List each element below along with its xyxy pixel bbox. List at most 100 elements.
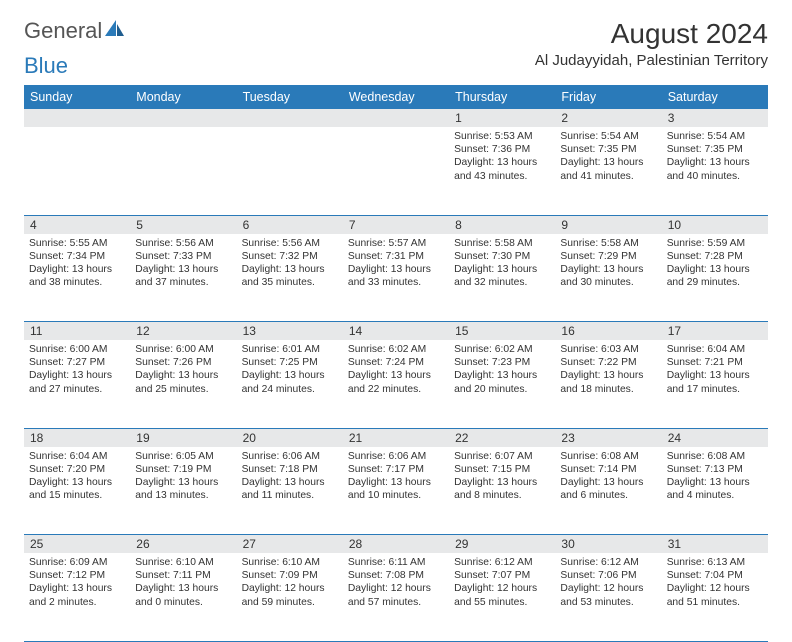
daylight-text: Daylight: 13 hours and 20 minutes. — [454, 369, 550, 395]
sunset-text: Sunset: 7:22 PM — [560, 356, 656, 369]
sunset-text: Sunset: 7:09 PM — [242, 569, 338, 582]
sunrise-text: Sunrise: 5:58 AM — [454, 237, 550, 250]
day-body-cell: Sunrise: 6:06 AMSunset: 7:18 PMDaylight:… — [237, 447, 343, 535]
day-number-cell: 28 — [343, 535, 449, 554]
sunrise-text: Sunrise: 5:58 AM — [560, 237, 656, 250]
day-body-cell: Sunrise: 6:02 AMSunset: 7:24 PMDaylight:… — [343, 340, 449, 428]
daylight-text: Daylight: 13 hours and 40 minutes. — [667, 156, 763, 182]
sunrise-text: Sunrise: 6:13 AM — [667, 556, 763, 569]
day-body-cell: Sunrise: 6:03 AMSunset: 7:22 PMDaylight:… — [555, 340, 661, 428]
day-number-cell: 31 — [662, 535, 768, 554]
daylight-text: Daylight: 13 hours and 15 minutes. — [29, 476, 125, 502]
day-body-cell: Sunrise: 6:09 AMSunset: 7:12 PMDaylight:… — [24, 553, 130, 641]
day-body-cell: Sunrise: 5:54 AMSunset: 7:35 PMDaylight:… — [662, 127, 768, 215]
day-number — [130, 109, 236, 127]
sunset-text: Sunset: 7:19 PM — [135, 463, 231, 476]
day-body-cell: Sunrise: 6:01 AMSunset: 7:25 PMDaylight:… — [237, 340, 343, 428]
day-details: Sunrise: 6:06 AMSunset: 7:17 PMDaylight:… — [343, 447, 449, 507]
sunrise-text: Sunrise: 6:02 AM — [454, 343, 550, 356]
day-body-cell: Sunrise: 5:58 AMSunset: 7:30 PMDaylight:… — [449, 234, 555, 322]
day-details: Sunrise: 6:04 AMSunset: 7:20 PMDaylight:… — [24, 447, 130, 507]
day-body-cell: Sunrise: 6:10 AMSunset: 7:11 PMDaylight:… — [130, 553, 236, 641]
sunrise-text: Sunrise: 6:12 AM — [454, 556, 550, 569]
day-body-cell: Sunrise: 5:54 AMSunset: 7:35 PMDaylight:… — [555, 127, 661, 215]
day-body-cell: Sunrise: 5:59 AMSunset: 7:28 PMDaylight:… — [662, 234, 768, 322]
day-number: 29 — [449, 535, 555, 553]
sunset-text: Sunset: 7:14 PM — [560, 463, 656, 476]
day-number: 9 — [555, 216, 661, 234]
day-number: 20 — [237, 429, 343, 447]
day-number-cell: 7 — [343, 215, 449, 234]
dayheader-thu: Thursday — [449, 85, 555, 109]
sunrise-text: Sunrise: 6:04 AM — [29, 450, 125, 463]
daylight-text: Daylight: 13 hours and 30 minutes. — [560, 263, 656, 289]
sunset-text: Sunset: 7:07 PM — [454, 569, 550, 582]
day-number: 19 — [130, 429, 236, 447]
day-number-cell: 18 — [24, 428, 130, 447]
day-number: 5 — [130, 216, 236, 234]
sunset-text: Sunset: 7:15 PM — [454, 463, 550, 476]
day-number-cell — [24, 109, 130, 127]
sunset-text: Sunset: 7:30 PM — [454, 250, 550, 263]
logo: General — [24, 18, 125, 44]
sunrise-text: Sunrise: 6:10 AM — [242, 556, 338, 569]
day-body-cell: Sunrise: 5:58 AMSunset: 7:29 PMDaylight:… — [555, 234, 661, 322]
sunset-text: Sunset: 7:06 PM — [560, 569, 656, 582]
week-body-row: Sunrise: 5:55 AMSunset: 7:34 PMDaylight:… — [24, 234, 768, 322]
day-body-cell: Sunrise: 6:13 AMSunset: 7:04 PMDaylight:… — [662, 553, 768, 641]
day-number: 26 — [130, 535, 236, 553]
day-number-cell: 19 — [130, 428, 236, 447]
day-details: Sunrise: 6:05 AMSunset: 7:19 PMDaylight:… — [130, 447, 236, 507]
day-body-cell: Sunrise: 6:08 AMSunset: 7:14 PMDaylight:… — [555, 447, 661, 535]
day-header-row: Sunday Monday Tuesday Wednesday Thursday… — [24, 85, 768, 109]
day-number-cell: 8 — [449, 215, 555, 234]
week-body-row: Sunrise: 6:04 AMSunset: 7:20 PMDaylight:… — [24, 447, 768, 535]
day-body-cell: Sunrise: 6:10 AMSunset: 7:09 PMDaylight:… — [237, 553, 343, 641]
day-details: Sunrise: 5:54 AMSunset: 7:35 PMDaylight:… — [555, 127, 661, 187]
day-body-cell: Sunrise: 5:56 AMSunset: 7:33 PMDaylight:… — [130, 234, 236, 322]
day-number-cell: 13 — [237, 322, 343, 341]
day-number-cell: 16 — [555, 322, 661, 341]
day-number: 17 — [662, 322, 768, 340]
location-label: Al Judayyidah, Palestinian Territory — [535, 52, 768, 69]
daylight-text: Daylight: 13 hours and 2 minutes. — [29, 582, 125, 608]
day-number-cell: 4 — [24, 215, 130, 234]
day-details: Sunrise: 5:56 AMSunset: 7:33 PMDaylight:… — [130, 234, 236, 294]
day-body-cell: Sunrise: 6:12 AMSunset: 7:06 PMDaylight:… — [555, 553, 661, 641]
day-number — [24, 109, 130, 127]
sunset-text: Sunset: 7:34 PM — [29, 250, 125, 263]
day-number: 30 — [555, 535, 661, 553]
daylight-text: Daylight: 13 hours and 8 minutes. — [454, 476, 550, 502]
day-number-cell — [130, 109, 236, 127]
day-number-cell: 11 — [24, 322, 130, 341]
month-title: August 2024 — [535, 18, 768, 50]
day-number: 18 — [24, 429, 130, 447]
calendar-page: General August 2024 Al Judayyidah, Pales… — [0, 0, 792, 642]
sunset-text: Sunset: 7:36 PM — [454, 143, 550, 156]
sunset-text: Sunset: 7:13 PM — [667, 463, 763, 476]
daylight-text: Daylight: 12 hours and 51 minutes. — [667, 582, 763, 608]
week-body-row: Sunrise: 5:53 AMSunset: 7:36 PM Daylight:… — [24, 127, 768, 215]
sunrise-text: Sunrise: 5:56 AM — [135, 237, 231, 250]
sunrise-text: Sunrise: 5:54 AM — [667, 130, 763, 143]
day-number: 28 — [343, 535, 449, 553]
day-number: 13 — [237, 322, 343, 340]
day-number-cell: 3 — [662, 109, 768, 127]
sunset-text: Sunset: 7:29 PM — [560, 250, 656, 263]
day-number: 22 — [449, 429, 555, 447]
dayheader-fri: Friday — [555, 85, 661, 109]
daylight-text: Daylight: 13 hours and 33 minutes. — [348, 263, 444, 289]
logo-sail-icon — [105, 18, 125, 44]
day-body-cell: Sunrise: 6:04 AMSunset: 7:21 PMDaylight:… — [662, 340, 768, 428]
day-number-cell: 27 — [237, 535, 343, 554]
sunrise-text: Sunrise: 5:53 AM — [454, 130, 550, 143]
day-details: Sunrise: 6:09 AMSunset: 7:12 PMDaylight:… — [24, 553, 130, 613]
sunrise-text: Sunrise: 6:09 AM — [29, 556, 125, 569]
daylight-text: Daylight: 13 hours and 29 minutes. — [667, 263, 763, 289]
day-details: Sunrise: 6:08 AMSunset: 7:13 PMDaylight:… — [662, 447, 768, 507]
sunrise-text: Sunrise: 6:00 AM — [135, 343, 231, 356]
day-details: Sunrise: 6:00 AMSunset: 7:27 PMDaylight:… — [24, 340, 130, 400]
sunset-text: Sunset: 7:04 PM — [667, 569, 763, 582]
day-body-cell — [130, 127, 236, 215]
day-number: 6 — [237, 216, 343, 234]
